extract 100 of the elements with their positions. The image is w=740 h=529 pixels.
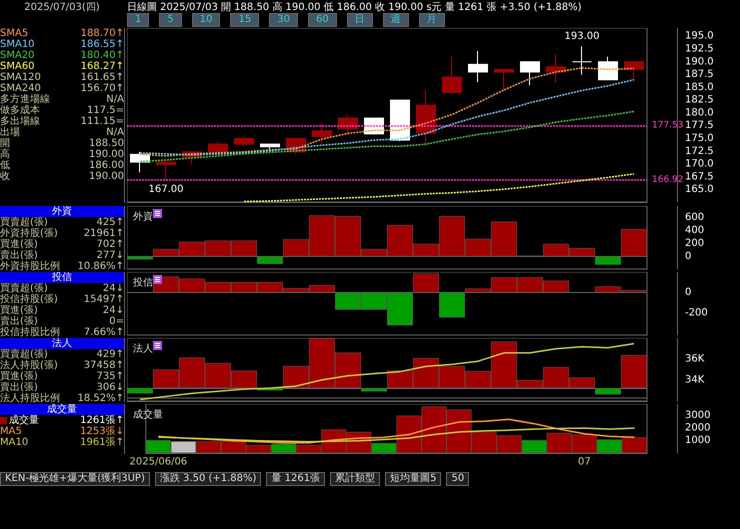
y-tick-label: 36K (685, 354, 705, 365)
text: SMA120 161.65↑ (0, 72, 124, 83)
y-tick-label: 190.0 (685, 56, 714, 68)
candlestick (234, 136, 254, 147)
text: 1261張↑ (80, 415, 124, 426)
line-series (139, 110, 635, 162)
candlestick (468, 50, 488, 83)
text: 收 190.00 (0, 171, 124, 182)
y-tick-label: 1000 (685, 435, 710, 446)
y-tick-label: 172.5 (685, 146, 714, 157)
candlestick (208, 141, 228, 152)
x-tick-label: 2025/06/06 (130, 456, 188, 468)
text: 投信持股比例 7.66%↑ (0, 327, 124, 338)
text: 賣出(張) 277↓ (0, 250, 124, 261)
y-tick-label: 400 (685, 225, 704, 236)
text: 50 (446, 472, 470, 486)
line-series (158, 418, 636, 444)
y-tick-label: -200 (685, 308, 708, 319)
annotation: 167.00 (148, 184, 184, 195)
text: SMA240 156.70↑ (0, 83, 124, 94)
line-series (158, 427, 636, 443)
text: 買賣超(張) 24↓ (0, 283, 124, 294)
text: 法人持股(張) 37458↑ (0, 360, 124, 371)
y-tick-label: 175.0 (685, 133, 714, 144)
text: 買賣超(張) 429↑ (0, 349, 124, 360)
bar (127, 256, 153, 260)
x-tick-label: 07 (578, 456, 591, 468)
candlestick (416, 89, 436, 145)
ref-line-label: 177.53 (652, 120, 684, 131)
candlestick (390, 100, 410, 142)
chart-subtitle: 2025/07/03(四) (23, 1, 101, 14)
text: 180.40↑ (80, 50, 124, 61)
candlestick (312, 122, 332, 145)
text: MA10 (0, 437, 28, 448)
candlestick (442, 56, 462, 93)
text: 多方進場線 N/A (0, 94, 124, 105)
text: 買進(張) 24↓ (0, 305, 124, 316)
text: 168.27↑ (80, 61, 124, 72)
ref-line-label: 166.92 (652, 174, 684, 185)
text: SMA10 (0, 39, 35, 50)
y-tick-label: 600 (685, 212, 704, 224)
line-series (243, 173, 635, 202)
y-tick-label: 170.0 (685, 158, 714, 170)
candlestick (624, 61, 644, 83)
candlestick (130, 151, 150, 173)
y-tick-label: 195.0 (685, 30, 714, 42)
y-tick-label: 200 (685, 238, 704, 249)
bar (621, 228, 647, 256)
text: 1 5 10 15 30 60 日 週 月 (135, 14, 437, 25)
candlestick (572, 46, 592, 76)
text: SMA20 (0, 50, 35, 61)
y-tick-label: 3000 (685, 410, 710, 422)
text: 1253張↓ (80, 426, 124, 437)
text: 買進(張) 702↑ (0, 239, 124, 250)
candlestick (156, 162, 176, 180)
text: 186.55↑ (80, 39, 124, 50)
y-tick-label: 187.5 (685, 69, 714, 80)
y-tick-label: 182.5 (685, 94, 714, 106)
text: 買進(張) 735↑ (0, 371, 124, 382)
text: 1961張↑ (80, 437, 124, 448)
text: 累計類型 (330, 472, 380, 486)
text: 賣出(張) 306↓ (0, 382, 124, 393)
text: 多出場線 111.15= (0, 116, 124, 127)
text: 出場 N/A (0, 127, 124, 138)
y-tick-label: 167.5 (685, 171, 714, 182)
chart-title: 外資 (52, 206, 72, 217)
candlestick (338, 115, 358, 135)
text: 高 190.00 (0, 149, 124, 160)
text: 買賣超(張) 425↑ (0, 217, 124, 228)
candlestick (598, 56, 618, 80)
chart-title: 法人 (52, 338, 72, 349)
text: 外資持股(張) 21961↑ (0, 228, 124, 239)
text: 外資 (133, 210, 153, 222)
bar (257, 256, 283, 264)
chart-title: 成交量 (47, 404, 77, 415)
candlestick (494, 68, 514, 92)
text: 成交量 (133, 408, 163, 420)
text: SMA60 (0, 61, 35, 72)
chart-title: 日線圖 2025/07/03 開 188.50 高 190.00 低 186.00 收 190.00 s元 量 1261 張 +3.50 (+1.88%) (127, 0, 582, 14)
text: 短均量圖5 (385, 472, 442, 486)
text: 188.70↑ (80, 28, 124, 39)
bar (439, 292, 465, 318)
text: 投信 (132, 276, 153, 288)
legend-label: 成交量 (9, 415, 39, 426)
text: 開 188.50 (0, 138, 124, 149)
candlestick (520, 61, 540, 86)
chart-title: 法人 (133, 342, 153, 354)
y-tick-label: 177.5 (685, 120, 714, 132)
text: KEN-極光雄+爆大量(獲利3UP) (0, 472, 150, 486)
text: 漲跌 3.50 (+1.88%) (154, 472, 262, 486)
text: 法人持股比例 18.52%↑ (0, 393, 124, 404)
text: 投信持股(張) 15497↑ (0, 294, 124, 305)
bar (595, 256, 621, 265)
text: SMA5 (0, 28, 28, 39)
text: 量 1261張 (266, 472, 326, 486)
candlestick (546, 54, 566, 83)
y-tick-label: 185.0 (685, 82, 714, 93)
annotation: 193.00 (564, 30, 600, 42)
y-tick-label: 180.0 (685, 107, 714, 118)
bar (127, 388, 153, 394)
